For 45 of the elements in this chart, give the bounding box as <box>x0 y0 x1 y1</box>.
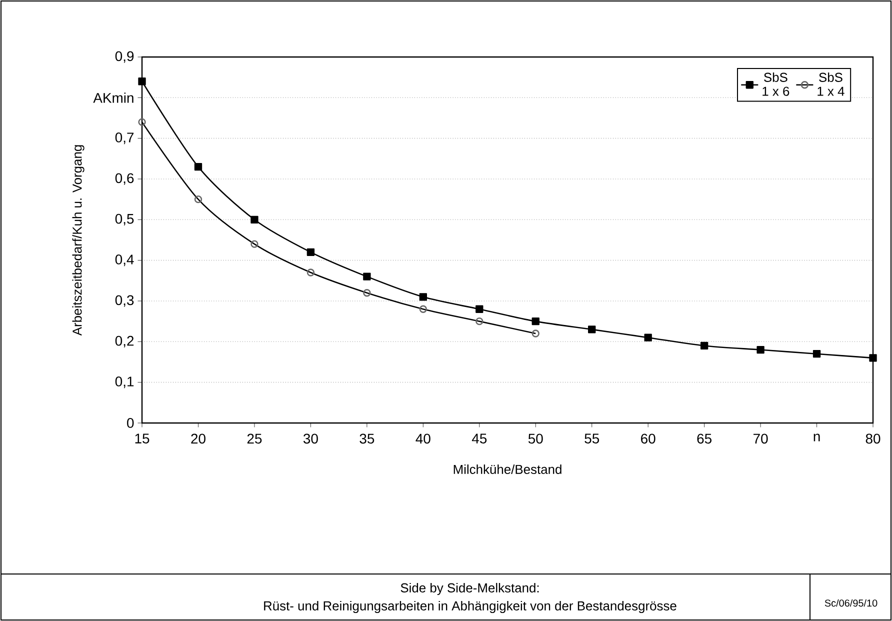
point <box>306 248 315 256</box>
y-tick-label: 0,5 <box>115 214 134 226</box>
point <box>869 354 877 362</box>
x-tick-label: 80 <box>866 434 880 444</box>
y-tick-label: 0,4 <box>115 254 134 266</box>
x-tick-label: 30 <box>303 434 318 444</box>
point <box>644 334 652 342</box>
point <box>419 293 428 301</box>
point <box>250 216 258 224</box>
x-axis-title: Milchkühe/Bestand <box>454 464 562 474</box>
y-axis-title: Arbeitszeitbedarf/Kuh u. Vorgang <box>72 145 84 336</box>
point <box>700 342 708 350</box>
x-tick-label: 50 <box>528 434 543 444</box>
x-tick-label: 60 <box>641 434 656 444</box>
x-tick-label: 55 <box>584 434 600 444</box>
x-tick-label: n <box>814 434 820 442</box>
point <box>588 326 596 334</box>
text: Sc/06/95/10 <box>824 599 878 607</box>
point <box>476 305 484 313</box>
y-tick-label: 0 <box>127 418 134 428</box>
y-tick-label: 0,7 <box>115 132 134 144</box>
x-tick-label: 15 <box>135 434 150 444</box>
y-tick-label: 0,9 <box>115 51 134 63</box>
point <box>532 317 540 326</box>
x-tick-label: 70 <box>754 434 768 444</box>
x-tick-label: 40 <box>416 434 430 444</box>
legend-label: SbS 1 x 4 <box>818 72 844 96</box>
y-tick-label: 0,3 <box>115 295 134 307</box>
x-tick-label: 25 <box>247 434 262 444</box>
y-tick-label: 0,6 <box>115 173 134 185</box>
legend-label: SbS 1 x 6 <box>762 72 790 96</box>
text: Side by Side-Melkstand: <box>400 582 539 596</box>
x-tick-label: 45 <box>472 434 487 444</box>
point <box>812 350 821 358</box>
point <box>363 272 371 280</box>
x-tick-label: 35 <box>360 434 374 444</box>
point <box>138 78 146 86</box>
x-tick-label: 65 <box>697 434 712 444</box>
y-tick-label: 0,1 <box>115 376 134 388</box>
y-tick-label: AKmin <box>93 92 134 103</box>
point <box>194 162 202 171</box>
point <box>756 346 764 354</box>
x-tick-label: 20 <box>191 434 206 444</box>
text: Rüst- und Reinigungsarbeiten in Abhängigkeit von der Bestandesgrösse <box>264 600 676 614</box>
y-tick-label: 0,2 <box>115 336 134 348</box>
